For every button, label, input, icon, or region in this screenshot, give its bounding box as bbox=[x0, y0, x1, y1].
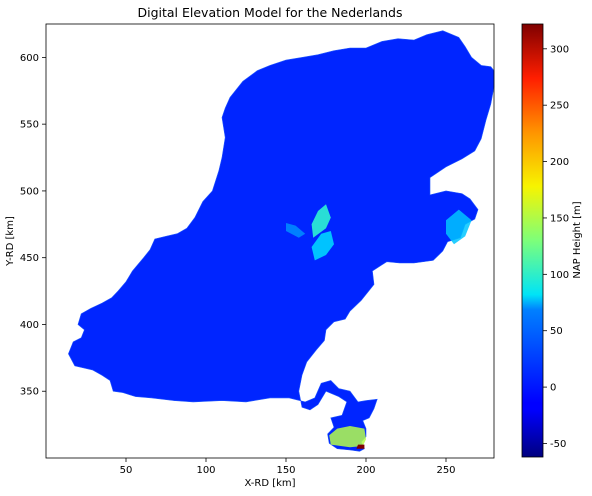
colorbar-tick-label: 300 bbox=[550, 44, 569, 55]
y-tick-label: 600 bbox=[20, 53, 39, 64]
x-axis: 50 100 150 200 250 bbox=[120, 458, 456, 476]
colorbar-tick-label: 100 bbox=[550, 270, 569, 281]
colorbar bbox=[521, 23, 544, 458]
highland-vaalserberg bbox=[356, 444, 365, 449]
highland-limburg-heuvelland bbox=[329, 426, 366, 448]
land-area bbox=[68, 30, 495, 452]
plot-area bbox=[68, 30, 495, 452]
y-tick-label: 350 bbox=[20, 387, 39, 398]
chart-title: Digital Elevation Model for the Nederlan… bbox=[137, 5, 402, 20]
x-tick-label: 250 bbox=[436, 465, 455, 476]
x-tick-label: 50 bbox=[120, 465, 133, 476]
y-tick-label: 400 bbox=[20, 320, 39, 331]
colorbar-tick-label: 250 bbox=[550, 101, 569, 112]
colorbar-tick-label: 0 bbox=[550, 383, 556, 394]
plot-frame bbox=[45, 23, 495, 459]
highland-veluwe-main bbox=[311, 231, 334, 261]
x-tick-label: 100 bbox=[196, 465, 215, 476]
y-axis-label: Y-RD [km] bbox=[5, 216, 16, 267]
y-tick-label: 550 bbox=[20, 120, 39, 131]
colorbar-tick-label: 50 bbox=[550, 326, 563, 337]
x-tick-label: 150 bbox=[276, 465, 295, 476]
y-tick-label: 450 bbox=[20, 253, 39, 264]
colorbar-tick-label: -50 bbox=[550, 439, 566, 450]
x-axis-label: X-RD [km] bbox=[244, 478, 295, 489]
highland-veluwe-core bbox=[311, 204, 331, 238]
colorbar-tick-label: 200 bbox=[550, 157, 569, 168]
x-tick-label: 200 bbox=[356, 465, 375, 476]
highland-twente-oost bbox=[446, 209, 472, 245]
colorbar-tick-label: 150 bbox=[550, 213, 569, 224]
colorbar-axis: -50 0 50 100 150 200 250 300 bbox=[543, 44, 569, 450]
y-axis: 350 400 450 500 550 600 bbox=[20, 53, 46, 398]
highland-utrechtse-heuvelrug bbox=[286, 223, 306, 238]
colorbar-label: NAP Height [m] bbox=[572, 201, 583, 278]
y-tick-label: 500 bbox=[20, 186, 39, 197]
